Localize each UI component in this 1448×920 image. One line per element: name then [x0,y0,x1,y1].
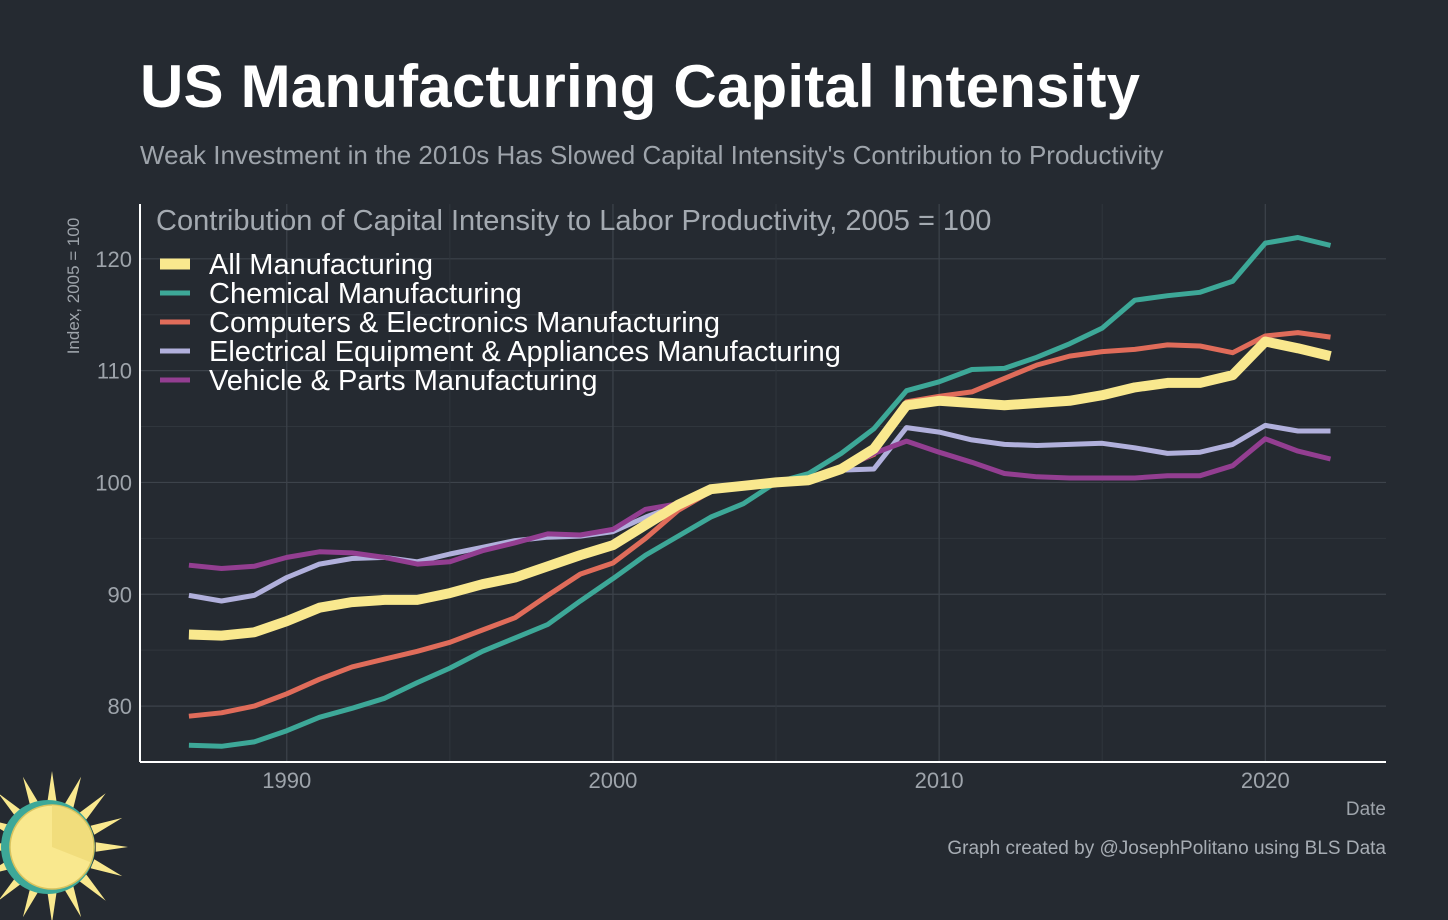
sun-ray [22,885,40,918]
legend-label: Chemical Manufacturing [209,278,522,310]
x-tick-label: 1990 [262,768,311,793]
page-title: US Manufacturing Capital Intensity [140,53,1141,120]
y-tick-label: 120 [95,247,132,272]
sun-ray [95,842,128,852]
y-tick-label: 90 [108,582,132,607]
tick-labels: 80 90 100 110 120 1990 2000 2010 2020 [95,247,1290,793]
sun-ray [79,874,106,901]
y-tick-label: 100 [95,470,132,495]
grid-lines [140,204,1386,763]
sun-logo-icon [0,771,128,920]
sun-ray [47,771,57,804]
x-tick-label: 2020 [1241,768,1290,793]
axes [139,204,1386,763]
x-tick-label: 2000 [588,768,637,793]
legend-label: All Manufacturing [209,249,433,281]
sun-ray [90,859,123,877]
series-line-1 [188,235,1332,749]
sun-ray [47,890,57,920]
x-tick-label: 2010 [915,768,964,793]
chart-title: Contribution of Capital Intensity to Lab… [156,205,991,237]
sun-ray [64,885,82,918]
legend-label: Electrical Equipment & Appliances Manufa… [209,336,841,368]
sun-ray [90,817,123,835]
legend-label: Computers & Electronics Manufacturing [209,307,720,339]
y-axis-label: Index, 2005 = 100 [64,218,83,355]
sun-ray [22,776,40,809]
series-lines [188,235,1332,749]
y-tick-label: 110 [97,359,132,384]
sun-ray [64,776,82,809]
series-line-0 [188,336,1332,641]
page-subtitle: Weak Investment in the 2010s Has Slowed … [140,140,1164,170]
sun-ray [79,793,106,820]
series-line-3 [188,422,1331,604]
series-line-4 [188,436,1332,571]
legend-label: Vehicle & Parts Manufacturing [209,365,597,397]
sun-shade [52,805,93,862]
y-tick-label: 80 [108,694,132,719]
source-credit: Graph created by @JosephPolitano using B… [947,838,1386,859]
x-axis-label: Date [1346,799,1386,820]
